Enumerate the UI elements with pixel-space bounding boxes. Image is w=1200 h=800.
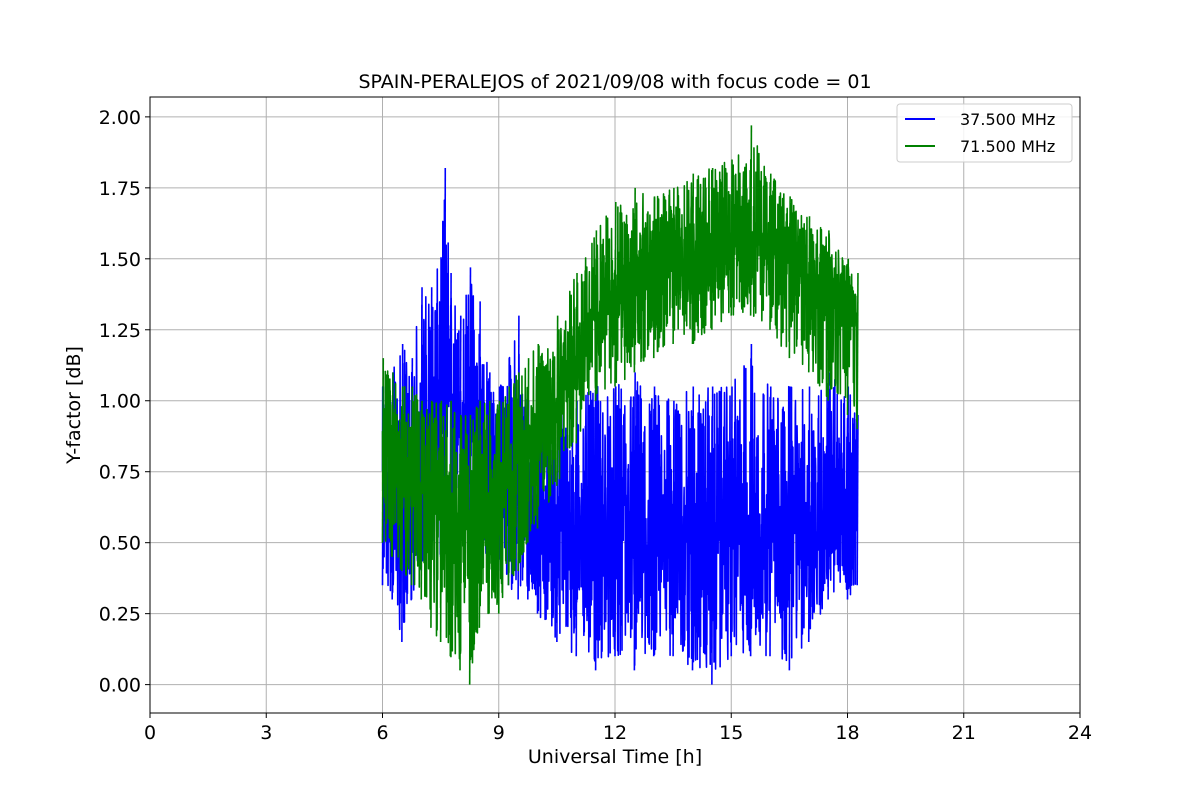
x-tick-label: 18	[835, 722, 859, 744]
data-point	[614, 386, 617, 657]
data-point	[807, 386, 811, 643]
data-point	[449, 400, 452, 657]
data-point	[691, 173, 695, 344]
axis-ticks: 0 3 6 9 12 15 18 21 24 0.00 0.25 0.50 0.75 1.00 1.25 1.…	[99, 107, 1092, 744]
series-line-37-500-mhz	[381, 199, 858, 670]
data-point	[672, 187, 675, 344]
y-tick-label: 1.50	[99, 249, 141, 271]
data-point	[410, 386, 414, 586]
data-point	[711, 386, 714, 685]
data-point	[749, 343, 753, 657]
x-tick-label: 9	[493, 722, 505, 744]
data-point	[381, 358, 385, 543]
data-point	[488, 400, 491, 614]
data-point	[420, 400, 423, 600]
data-point	[633, 187, 636, 373]
data-point	[459, 414, 462, 671]
data-point	[439, 400, 443, 643]
data-point	[575, 272, 578, 444]
data-point	[430, 400, 433, 628]
y-axis-label: Y-factor [dB]	[63, 346, 85, 465]
data-point	[856, 272, 859, 430]
data-point	[827, 372, 830, 600]
data-point	[730, 386, 733, 657]
data-point	[536, 343, 540, 529]
data-point	[478, 400, 481, 628]
legend: 37.500 MHz 71.500 MHz	[896, 103, 1073, 163]
data-point	[827, 230, 830, 401]
data-point	[614, 202, 617, 387]
x-tick-label: 15	[719, 722, 743, 744]
data-point	[788, 196, 791, 359]
data-point	[769, 386, 772, 657]
data-point	[730, 159, 733, 316]
x-tick-label: 24	[1068, 722, 1092, 744]
data-point	[846, 386, 850, 600]
data-point	[401, 386, 404, 572]
data-point	[527, 358, 530, 543]
data-point	[691, 386, 695, 671]
y-tick-label: 1.75	[99, 178, 141, 200]
data-point	[807, 216, 811, 373]
data-point	[468, 414, 472, 685]
y-tick-label: 1.25	[99, 320, 141, 342]
x-tick-label: 21	[952, 722, 976, 744]
x-tick-label: 6	[376, 722, 388, 744]
data-point	[749, 125, 753, 316]
series-spikes-71-500-mhz	[381, 125, 859, 685]
y-tick-label: 0.50	[99, 533, 141, 555]
legend-entry-37-500-mhz: 37.500 MHz	[960, 110, 1055, 129]
x-tick-label: 0	[144, 722, 156, 744]
data-point	[856, 414, 859, 586]
data-point	[556, 315, 559, 486]
chart-title: SPAIN-PERALEJOS of 2021/09/08 with focus…	[358, 71, 871, 93]
x-tick-label: 12	[603, 722, 627, 744]
data-point	[769, 173, 772, 330]
data-point	[788, 386, 791, 671]
data-point	[517, 372, 520, 572]
series-line-71-500-mhz	[381, 145, 858, 664]
series-layer	[381, 125, 859, 685]
data-point	[652, 386, 656, 657]
data-point	[711, 167, 714, 330]
legend-entry-71-500-mhz: 71.500 MHz	[960, 137, 1055, 156]
y-tick-label: 2.00	[99, 107, 141, 129]
data-point	[652, 196, 656, 359]
data-point	[594, 386, 598, 671]
data-point	[507, 386, 511, 586]
y-tick-label: 0.75	[99, 462, 141, 484]
data-point	[633, 372, 636, 671]
legend-box	[896, 103, 1073, 163]
data-point	[846, 258, 850, 415]
data-point	[672, 400, 675, 657]
y-tick-label: 0.00	[99, 675, 141, 697]
data-point	[594, 230, 598, 401]
data-point	[497, 400, 501, 614]
y-tick-label: 0.25	[99, 604, 141, 626]
data-point	[391, 372, 394, 557]
y-tick-label: 1.00	[99, 391, 141, 413]
x-tick-label: 3	[260, 722, 272, 744]
x-axis-label: Universal Time [h]	[528, 746, 702, 768]
